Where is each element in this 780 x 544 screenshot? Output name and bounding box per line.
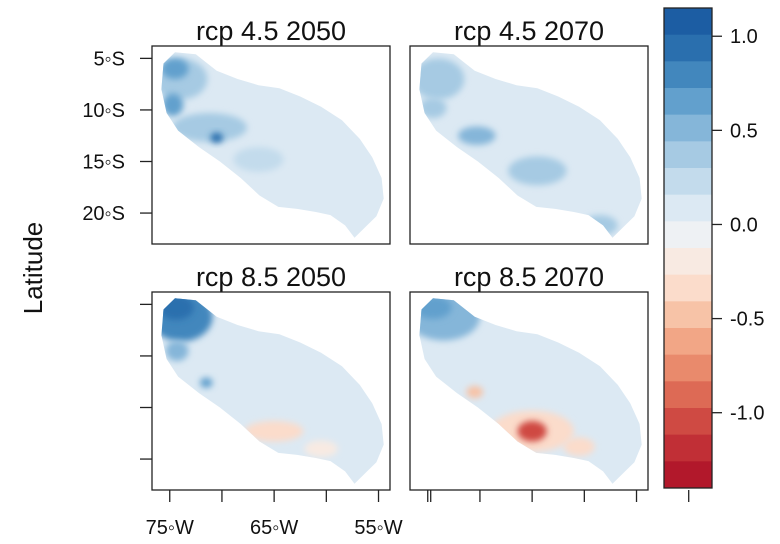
- map-panel-4: rcp 8.5 2070: [409, 262, 649, 491]
- colorbar-step: [664, 221, 712, 249]
- y-tick-label: 5◦S: [93, 48, 125, 70]
- map-panel-2: rcp 4.5 2070: [409, 16, 649, 245]
- anomaly-blob: [458, 126, 496, 145]
- anomaly-blob: [244, 420, 304, 442]
- panel-plot-area: [161, 52, 384, 238]
- region-shape: [161, 52, 384, 238]
- colorbar-step: [664, 248, 712, 276]
- panel-frame: [151, 291, 391, 491]
- colorbar-tick-label: 1.0: [730, 26, 758, 48]
- map-panels: rcp 4.5 2050 rcp 4.5 2070 rcp 8.5 2050 rcp …: [151, 16, 649, 491]
- anomaly-blob: [517, 420, 547, 442]
- map-panel-3: rcp 8.5 2050: [151, 262, 391, 491]
- colorbar: 1.0 0.5 0.0 -0.5 -1.0: [663, 7, 764, 489]
- map-axes: 5◦S 10◦S 15◦S 20◦S 75◦W 65◦W 55◦W: [82, 48, 690, 539]
- anomaly-blob: [210, 132, 223, 143]
- anomaly-blob: [162, 93, 184, 117]
- y-tick-label: 10◦S: [82, 100, 125, 122]
- anomaly-blob: [582, 215, 618, 236]
- colorbar-step: [664, 88, 712, 116]
- panel-plot-area: [419, 52, 642, 238]
- panel-title: rcp 8.5 2050: [196, 262, 346, 292]
- anomaly-blob: [165, 340, 189, 362]
- panel-plot-area: [419, 298, 642, 484]
- anomaly-blob: [171, 113, 247, 142]
- colorbar-step: [664, 328, 712, 356]
- anomaly-layer: [161, 58, 284, 172]
- panel-frame: [151, 45, 391, 245]
- colorbar-step: [664, 434, 712, 462]
- colorbar-tick-label: 0.5: [730, 120, 758, 142]
- colorbar-tick-label: -1.0: [730, 403, 764, 425]
- colorbar-step: [664, 168, 712, 196]
- panel-plot-area: [161, 298, 384, 484]
- y-tick-label: 20◦S: [82, 203, 125, 225]
- anomaly-blob: [466, 385, 484, 399]
- panel-frame: [409, 45, 649, 245]
- x-tick-label: 55◦W: [354, 517, 402, 539]
- y-axis-label: Latitude: [18, 222, 48, 315]
- colorbar-step: [664, 8, 712, 36]
- colorbar-step: [664, 34, 712, 62]
- anomaly-blob: [419, 97, 447, 119]
- anomaly-blob: [200, 377, 213, 388]
- colorbar-tick-label: -0.5: [730, 309, 764, 331]
- region-shape: [161, 298, 384, 484]
- colorbar-frame: [663, 7, 713, 489]
- panel-title: rcp 4.5 2050: [196, 16, 346, 46]
- x-tick-label: 65◦W: [250, 517, 298, 539]
- colorbar-step: [664, 61, 712, 89]
- anomaly-blob: [233, 147, 284, 172]
- colorbar-step: [664, 461, 712, 489]
- colorbar-step: [664, 354, 712, 382]
- colorbar-step: [664, 194, 712, 222]
- region-shape: [419, 52, 642, 238]
- anomaly-blob: [508, 156, 567, 186]
- colorbar-step: [664, 141, 712, 169]
- colorbar-tick-label: 0.0: [730, 214, 758, 236]
- colorbar-step: [664, 301, 712, 329]
- panel-title: rcp 8.5 2070: [454, 262, 604, 292]
- anomaly-blob: [419, 58, 465, 100]
- panel-frame: [409, 291, 649, 491]
- anomaly-blob: [161, 58, 189, 79]
- panel-title: rcp 4.5 2070: [454, 16, 604, 46]
- x-tick-label: 75◦W: [146, 517, 194, 539]
- anomaly-blob: [161, 298, 194, 320]
- colorbar-step: [664, 381, 712, 409]
- anomaly-blob: [304, 440, 338, 457]
- y-tick-label: 15◦S: [82, 152, 125, 174]
- colorbar-step: [664, 114, 712, 142]
- colorbar-step: [664, 274, 712, 302]
- colorbar-step: [664, 408, 712, 436]
- map-panel-1: rcp 4.5 2050: [151, 16, 391, 245]
- region-shape: [419, 298, 642, 484]
- anomaly-blob: [419, 298, 452, 319]
- anomaly-blob: [563, 437, 595, 456]
